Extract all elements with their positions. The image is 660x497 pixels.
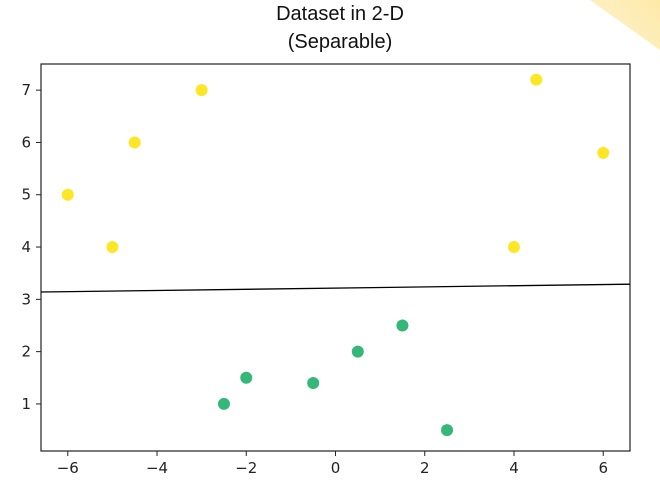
y-tick-label: 6	[21, 133, 31, 151]
y-tick-label: 7	[21, 81, 31, 99]
data-point-series-0-5	[530, 73, 543, 86]
x-tick-label: 6	[598, 459, 608, 477]
x-tick-label: 4	[509, 459, 519, 477]
x-tick-label: −4	[146, 459, 168, 477]
data-point-series-0-4	[507, 241, 520, 254]
y-tick-label: 1	[21, 395, 31, 413]
chart-title: Dataset in 2-D	[276, 3, 404, 25]
data-point-series-1-1	[240, 371, 253, 384]
x-tick-label: 0	[331, 459, 341, 477]
data-point-series-0-1	[106, 241, 119, 254]
y-tick-label: 4	[21, 238, 31, 256]
x-tick-label: −2	[235, 459, 257, 477]
y-tick-label: 2	[21, 343, 31, 361]
chart-title-block: Dataset in 2-D (Separable)	[0, 0, 660, 56]
x-tick-label: 2	[420, 459, 430, 477]
data-point-series-1-3	[351, 345, 364, 358]
plot-frame	[40, 63, 631, 452]
data-point-series-0-6	[597, 146, 610, 159]
chart-subtitle: (Separable)	[287, 31, 393, 53]
y-tick-label: 5	[21, 186, 31, 204]
x-tick-label: −6	[57, 459, 79, 477]
decision-boundary-line	[40, 283, 631, 293]
data-point-series-1-2	[307, 377, 320, 390]
data-point-series-1-5	[441, 424, 454, 437]
data-point-series-0-2	[128, 136, 141, 149]
y-tick-label: 3	[21, 290, 31, 308]
data-point-series-0-3	[195, 84, 208, 97]
data-point-series-1-4	[396, 319, 409, 332]
data-point-series-1-0	[217, 397, 230, 410]
data-point-series-0-0	[61, 188, 74, 201]
